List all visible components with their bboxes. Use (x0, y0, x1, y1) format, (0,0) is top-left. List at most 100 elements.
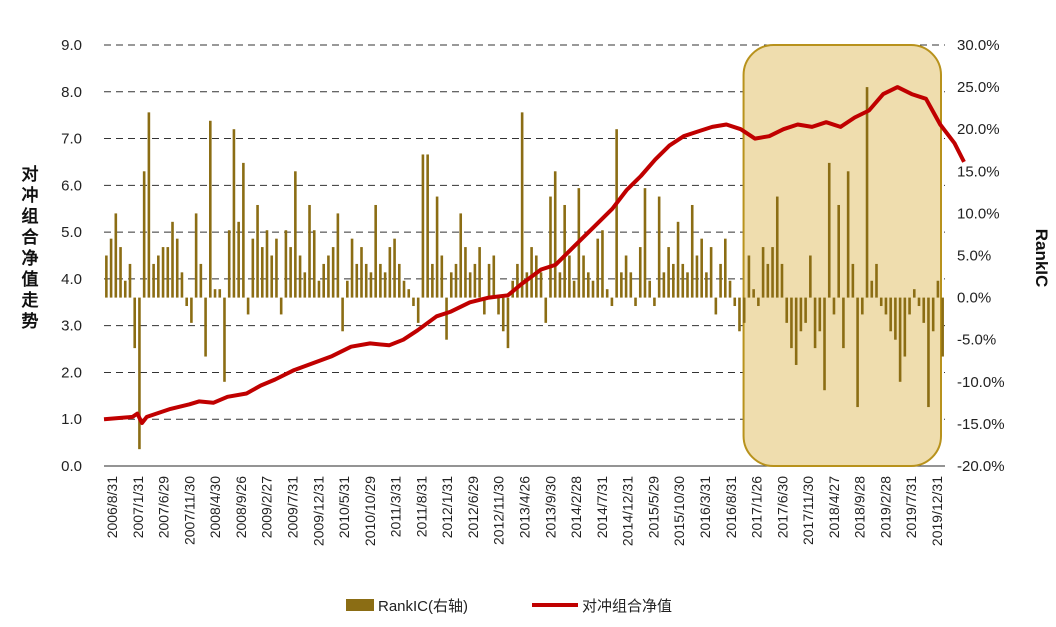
rankic-bar (681, 263, 685, 298)
rankic-bar (752, 289, 755, 298)
rankic-bar (157, 255, 160, 298)
rankic-bar (917, 297, 921, 307)
x-tick-label: 2008/4/30 (207, 476, 223, 538)
x-tick-label: 2009/7/31 (285, 476, 301, 538)
rankic-bar (209, 120, 212, 298)
rankic-bar (516, 263, 519, 298)
rankic-bar (601, 230, 604, 298)
rankic-bar (605, 289, 609, 298)
rankic-bar (242, 162, 245, 298)
rankic-bar (690, 204, 694, 298)
left-tick-label: 3.0 (61, 318, 82, 335)
rankic-bar (809, 255, 812, 298)
rankic-bar (553, 171, 557, 298)
rankic-bar (407, 289, 411, 298)
rankic-bar (582, 255, 585, 298)
x-tick-label: 2011/3/31 (388, 476, 404, 537)
rankic-bar (823, 297, 826, 391)
right-axis-ticks: -20.0% -15.0% -10.0% -5.0% 0.0% 5.0% 10.0% 15.0… (957, 37, 1005, 475)
rankic-bar (388, 247, 392, 298)
x-tick-label: 2014/7/31 (594, 476, 610, 538)
rankic-bar (327, 255, 330, 298)
rankic-bar (738, 297, 741, 332)
rankic-bar (884, 297, 888, 315)
rankic-bar (761, 247, 765, 298)
rankic-bar (256, 204, 259, 298)
rankic-bar (166, 247, 170, 298)
rankic-bar (435, 196, 439, 298)
rankic-bar (525, 272, 529, 298)
rankic-bar (180, 272, 184, 298)
rankic-bar (596, 238, 600, 298)
right-tick-label: 30.0% (957, 37, 1000, 54)
rankic-bar (185, 297, 188, 307)
right-tick-label: -15.0% (957, 416, 1005, 433)
legend-bar-swatch (346, 599, 374, 611)
rankic-bar (936, 280, 940, 298)
rankic-bar (303, 272, 307, 298)
rankic-bar (497, 297, 500, 315)
rankic-bar (861, 297, 864, 315)
rankic-bar (171, 221, 174, 298)
rankic-bar (374, 204, 377, 298)
rankic-bar (109, 238, 113, 298)
rankic-bar (714, 297, 718, 315)
legend: RankIC(右轴) 对冲组合净值 (346, 598, 672, 615)
rankic-bar (308, 204, 311, 298)
rankic-bar (719, 263, 722, 298)
rankic-bar (757, 297, 760, 307)
x-tick-label: 2011/8/31 (413, 476, 429, 537)
rankic-bar (364, 263, 368, 298)
x-tick-label: 2016/3/31 (697, 476, 713, 538)
rankic-bar (724, 238, 727, 298)
x-tick-label: 2013/4/26 (517, 476, 533, 538)
rankic-bar (535, 255, 538, 298)
nav-line (103, 85, 966, 425)
rankic-bar (672, 263, 675, 298)
rankic-bar (794, 297, 798, 365)
right-tick-label: 0.0% (957, 290, 991, 307)
right-tick-label: 10.0% (957, 205, 1000, 222)
x-tick-label: 2017/1/26 (749, 476, 765, 538)
rankic-bar (586, 272, 590, 298)
rankic-bar (412, 297, 415, 307)
x-tick-label: 2017/6/30 (774, 476, 790, 538)
rankic-bar (275, 238, 278, 298)
rankic-bar (572, 280, 576, 298)
rankic-bar (350, 238, 354, 298)
left-tick-label: 8.0 (61, 84, 82, 101)
rankic-bar (128, 263, 132, 298)
rankic-bar (468, 272, 472, 298)
right-tick-label: -5.0% (957, 332, 996, 349)
x-tick-label: 2013/9/30 (542, 476, 558, 538)
rankic-bar (421, 154, 425, 298)
rankic-bar (142, 171, 146, 298)
right-tick-label: 5.0% (957, 248, 991, 265)
x-tick-label: 2007/1/31 (130, 476, 146, 538)
rankic-bar (747, 255, 751, 298)
x-tick-label: 2014/12/31 (620, 476, 636, 546)
rankic-bar (464, 247, 467, 298)
rankic-bar (629, 272, 633, 298)
rankic-bar (223, 297, 226, 382)
rankic-bar (445, 297, 448, 340)
rankic-bar (190, 297, 193, 323)
left-tick-label: 2.0 (61, 364, 82, 381)
rankic-bar (270, 255, 274, 298)
rankic-bar (260, 247, 264, 298)
rankic-bar (379, 263, 382, 298)
rankic-bar (449, 272, 453, 298)
rankic-bar (771, 247, 774, 298)
rankic-bar (875, 263, 878, 298)
rankic-bar (440, 255, 444, 298)
rankic-bar (728, 280, 732, 298)
rankic-bar (846, 171, 850, 298)
rankic-bar (549, 196, 552, 298)
rankic-bar (941, 297, 944, 357)
rankic-bar (903, 297, 907, 357)
rankic-bar (369, 272, 373, 298)
rankic-bar (894, 297, 897, 340)
rankic-bar (227, 230, 231, 298)
rankic-bar (492, 255, 496, 298)
rankic-bar (204, 297, 207, 357)
